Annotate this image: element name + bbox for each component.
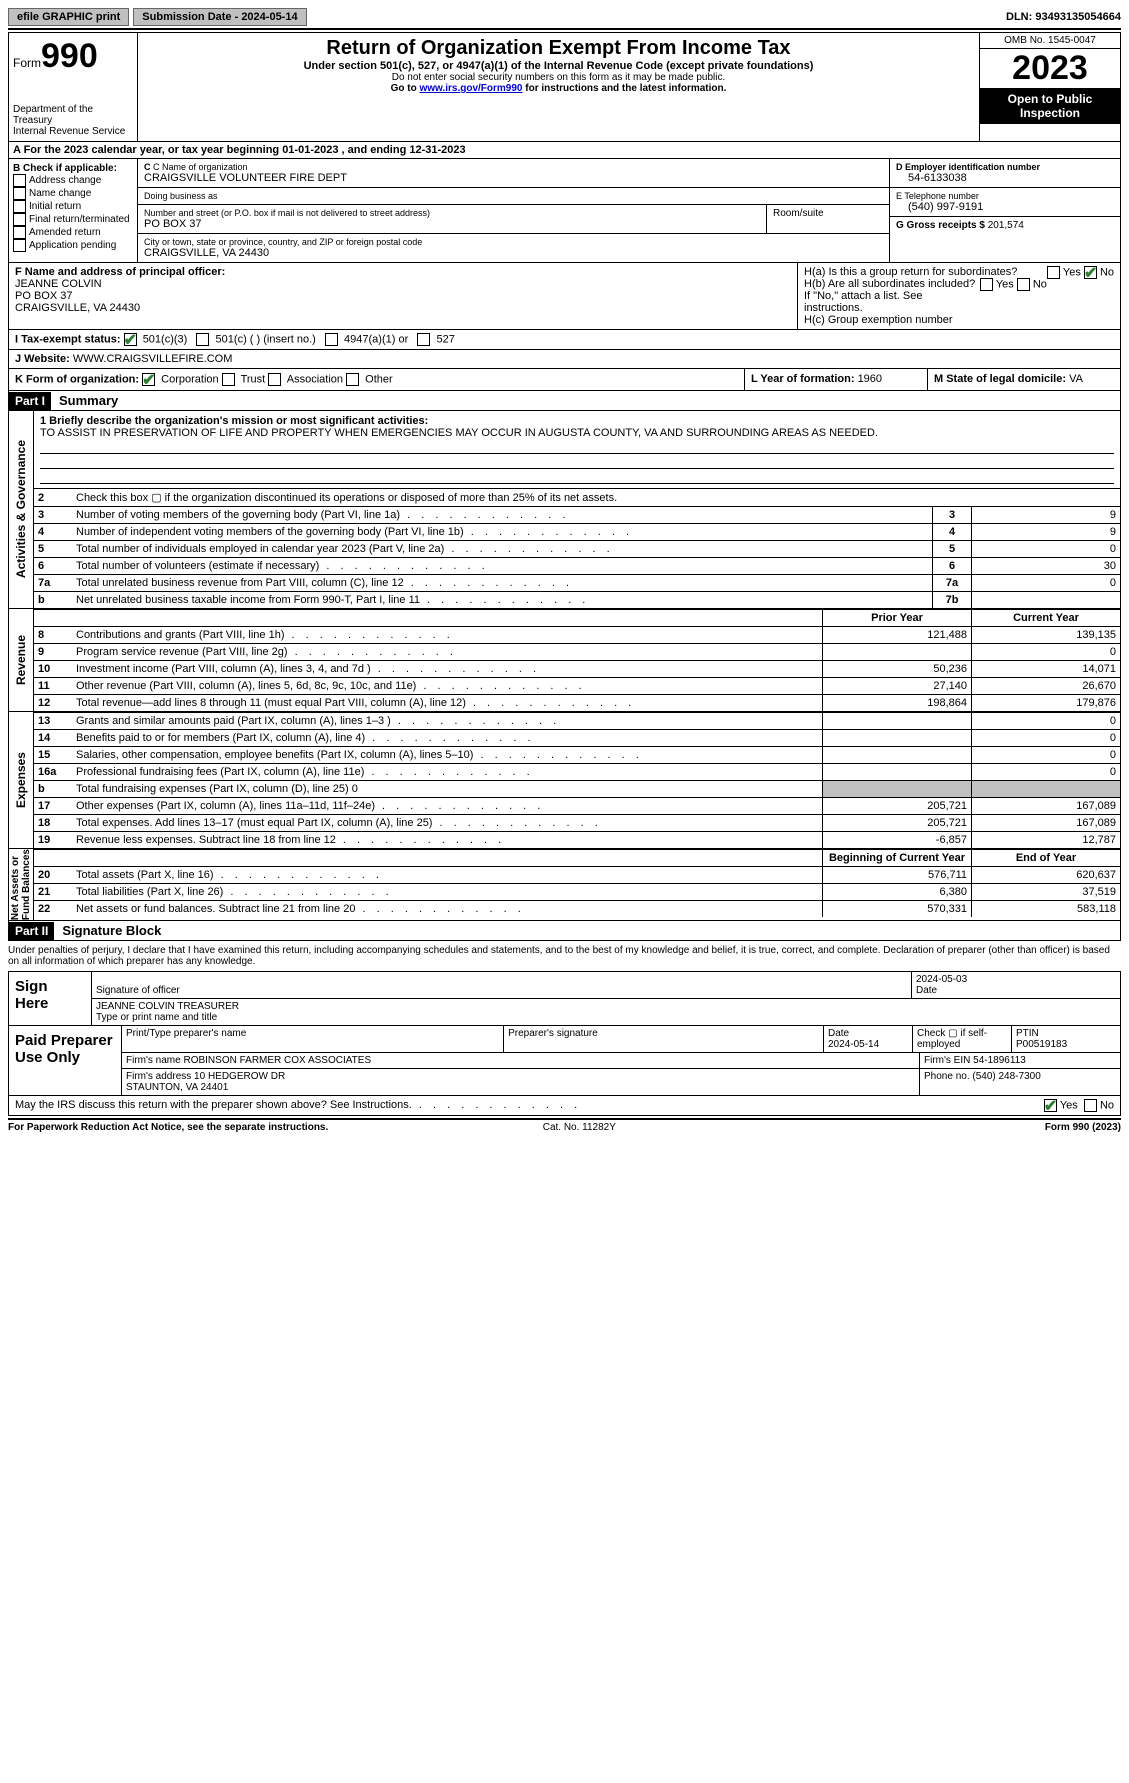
cb-527[interactable] bbox=[417, 333, 430, 346]
cb-trust[interactable] bbox=[222, 373, 235, 386]
box-b-checkboxes: B Check if applicable: Address change Na… bbox=[9, 159, 138, 262]
block-fh: F Name and address of principal officer:… bbox=[8, 263, 1121, 330]
cb-discuss-no[interactable] bbox=[1084, 1099, 1097, 1112]
cb-initial-return[interactable] bbox=[13, 200, 26, 213]
cb-hb-no[interactable] bbox=[1017, 278, 1030, 291]
part-i-header: Part I Summary bbox=[8, 391, 1121, 411]
paid-preparer-block: Paid Preparer Use Only Print/Type prepar… bbox=[8, 1026, 1121, 1096]
group-return-h: H(a) Is this a group return for subordin… bbox=[797, 263, 1120, 329]
net-assets-table: Beginning of Current YearEnd of Year20To… bbox=[34, 849, 1120, 917]
vert-net-assets: Net Assets or Fund Balances bbox=[10, 849, 32, 920]
dba-cell: Doing business as bbox=[138, 188, 889, 205]
mission-block: 1 Briefly describe the organization's mi… bbox=[34, 411, 1120, 488]
section-net-assets: Net Assets or Fund Balances Beginning of… bbox=[8, 849, 1121, 921]
section-revenue: Revenue Prior YearCurrent Year8Contribut… bbox=[8, 609, 1121, 712]
section-governance: Activities & Governance 1 Briefly descri… bbox=[8, 411, 1121, 609]
revenue-table: Prior YearCurrent Year8Contributions and… bbox=[34, 609, 1120, 711]
block-klm: K Form of organization: Corporation Trus… bbox=[8, 369, 1121, 391]
omb-number: OMB No. 1545-0047 bbox=[980, 33, 1120, 49]
vert-expenses: Expenses bbox=[14, 752, 28, 808]
irs-discuss-row: May the IRS discuss this return with the… bbox=[8, 1096, 1121, 1116]
street-cell: Number and street (or P.O. box if mail i… bbox=[138, 205, 767, 233]
cb-assoc[interactable] bbox=[268, 373, 281, 386]
cb-ha-yes[interactable] bbox=[1047, 266, 1060, 279]
block-bcd: B Check if applicable: Address change Na… bbox=[8, 159, 1121, 263]
cb-amended-return[interactable] bbox=[13, 226, 26, 239]
principal-officer: F Name and address of principal officer:… bbox=[9, 263, 797, 329]
cb-final-return[interactable] bbox=[13, 213, 26, 226]
line-j-website: J Website: WWW.CRAIGSVILLEFIRE.COM bbox=[8, 350, 1121, 369]
efile-topbar: efile GRAPHIC print Submission Date - 20… bbox=[8, 8, 1121, 30]
line-i-tax-exempt: I Tax-exempt status: 501(c)(3) 501(c) ( … bbox=[8, 330, 1121, 350]
org-name-cell: C C Name of organization CRAIGSVILLE VOL… bbox=[138, 159, 889, 188]
line-a-tax-year: A For the 2023 calendar year, or tax yea… bbox=[8, 142, 1121, 159]
room-suite-cell: Room/suite bbox=[767, 205, 889, 233]
page-footer: For Paperwork Reduction Act Notice, see … bbox=[8, 1118, 1121, 1133]
governance-table: 2Check this box ▢ if the organization di… bbox=[34, 488, 1120, 608]
cb-4947[interactable] bbox=[325, 333, 338, 346]
public-inspection: Open to Public Inspection bbox=[980, 88, 1120, 124]
goto-link-row: Go to www.irs.gov/Form990 for instructio… bbox=[142, 83, 975, 94]
submission-date-button[interactable]: Submission Date - 2024-05-14 bbox=[133, 8, 306, 26]
cb-address-change[interactable] bbox=[13, 174, 26, 187]
part-ii-header: Part II Signature Block bbox=[8, 921, 1121, 941]
form-header: Form990 Department of the Treasury Inter… bbox=[8, 32, 1121, 142]
cb-discuss-yes[interactable] bbox=[1044, 1099, 1057, 1112]
line-l-year: L Year of formation: 1960 bbox=[744, 369, 927, 390]
cb-ha-no[interactable] bbox=[1084, 266, 1097, 279]
ein-cell: D Employer identification number 54-6133… bbox=[890, 159, 1120, 188]
cb-name-change[interactable] bbox=[13, 187, 26, 200]
expenses-table: 13Grants and similar amounts paid (Part … bbox=[34, 712, 1120, 848]
dept-treasury: Department of the Treasury Internal Reve… bbox=[13, 104, 133, 137]
form-subtitle: Under section 501(c), 527, or 4947(a)(1)… bbox=[142, 60, 975, 72]
sign-here-block: Sign Here Signature of officer 2024-05-0… bbox=[8, 971, 1121, 1026]
gross-receipts-cell: G Gross receipts $ 201,574 bbox=[890, 217, 1120, 234]
cb-501c[interactable] bbox=[196, 333, 209, 346]
efile-print-button[interactable]: efile GRAPHIC print bbox=[8, 8, 129, 26]
cb-other[interactable] bbox=[346, 373, 359, 386]
tax-year: 2023 bbox=[980, 49, 1120, 88]
vert-revenue: Revenue bbox=[14, 635, 28, 685]
ssn-warning: Do not enter social security numbers on … bbox=[142, 72, 975, 83]
phone-cell: E Telephone number (540) 997-9191 bbox=[890, 188, 1120, 217]
city-cell: City or town, state or province, country… bbox=[138, 234, 889, 262]
cb-hb-yes[interactable] bbox=[980, 278, 993, 291]
cb-application-pending[interactable] bbox=[13, 239, 26, 252]
perjury-statement: Under penalties of perjury, I declare th… bbox=[8, 941, 1121, 971]
cb-501c3[interactable] bbox=[124, 333, 137, 346]
vert-governance: Activities & Governance bbox=[14, 440, 28, 578]
cb-corp[interactable] bbox=[142, 373, 155, 386]
irs-link[interactable]: www.irs.gov/Form990 bbox=[419, 83, 522, 94]
form-title: Return of Organization Exempt From Incom… bbox=[142, 37, 975, 60]
section-expenses: Expenses 13Grants and similar amounts pa… bbox=[8, 712, 1121, 849]
form-number: Form990 bbox=[13, 37, 133, 76]
dln-label: DLN: 93493135054664 bbox=[1006, 11, 1121, 23]
line-k-form-org: K Form of organization: Corporation Trus… bbox=[9, 369, 744, 390]
line-m-state: M State of legal domicile: VA bbox=[927, 369, 1120, 390]
